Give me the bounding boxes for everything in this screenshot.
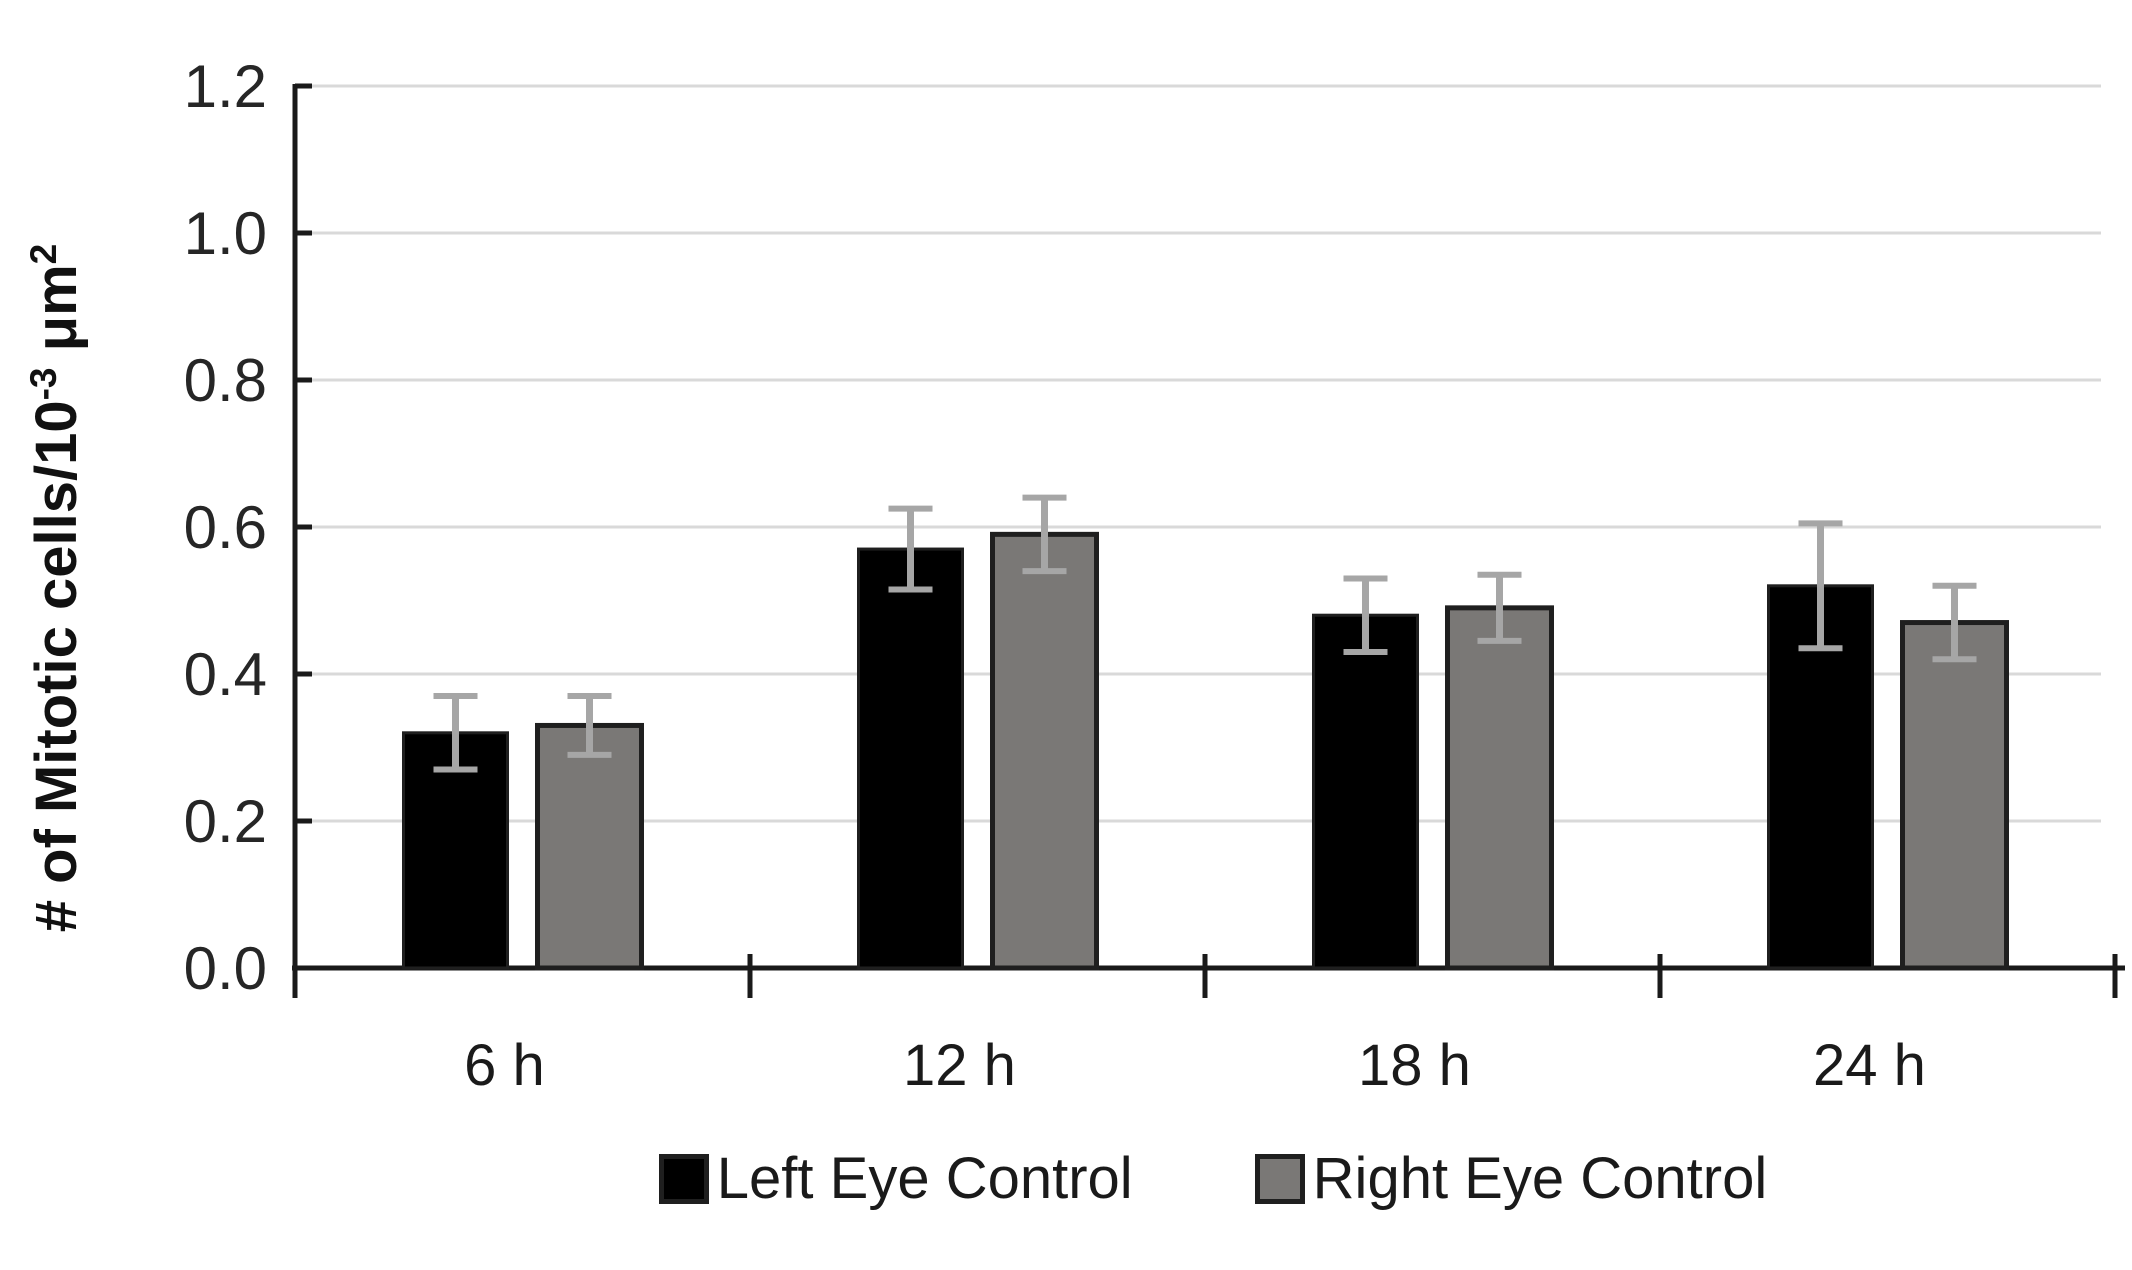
legend-swatch-right-eye-control: [1254, 1154, 1305, 1204]
y-axis-title: # of Mitotic cells/10-3 μm2: [23, 244, 89, 932]
x-tick-label: 6 h: [464, 1033, 545, 1098]
bar-right-eye-control-18h: [1445, 605, 1554, 971]
y-tick-label: 0.2: [184, 788, 267, 855]
chart-legend: Left Eye Control Right Eye Control: [294, 1150, 2132, 1208]
legend-item-left-eye-control: Left Eye Control: [658, 1146, 1133, 1211]
bar-right-eye-control-12h: [990, 531, 1099, 971]
legend-label-right-eye-control: Right Eye Control: [1312, 1146, 1768, 1211]
y-tick-label: 1.2: [184, 53, 267, 120]
y-tick-label: 0.8: [184, 347, 267, 414]
y-tick-label: 1.0: [184, 200, 267, 267]
bar-left-eye-control-12h: [857, 547, 964, 970]
y-tick-label: 0.6: [184, 494, 267, 561]
legend-swatch-left-eye-control: [658, 1154, 709, 1204]
bar-left-eye-control-18h: [1312, 613, 1419, 970]
x-tick-label: 18 h: [1358, 1033, 1471, 1098]
bar-right-eye-control-24h: [1900, 620, 2009, 971]
bar-right-eye-control-6h: [535, 722, 644, 971]
x-tick-label: 24 h: [1813, 1033, 1926, 1098]
y-tick-label: 0.0: [184, 935, 267, 1002]
legend-item-right-eye-control: Right Eye Control: [1254, 1146, 1768, 1211]
legend-label-left-eye-control: Left Eye Control: [716, 1146, 1133, 1211]
y-tick-label: 0.4: [184, 641, 267, 708]
x-tick-label: 12 h: [903, 1033, 1016, 1098]
